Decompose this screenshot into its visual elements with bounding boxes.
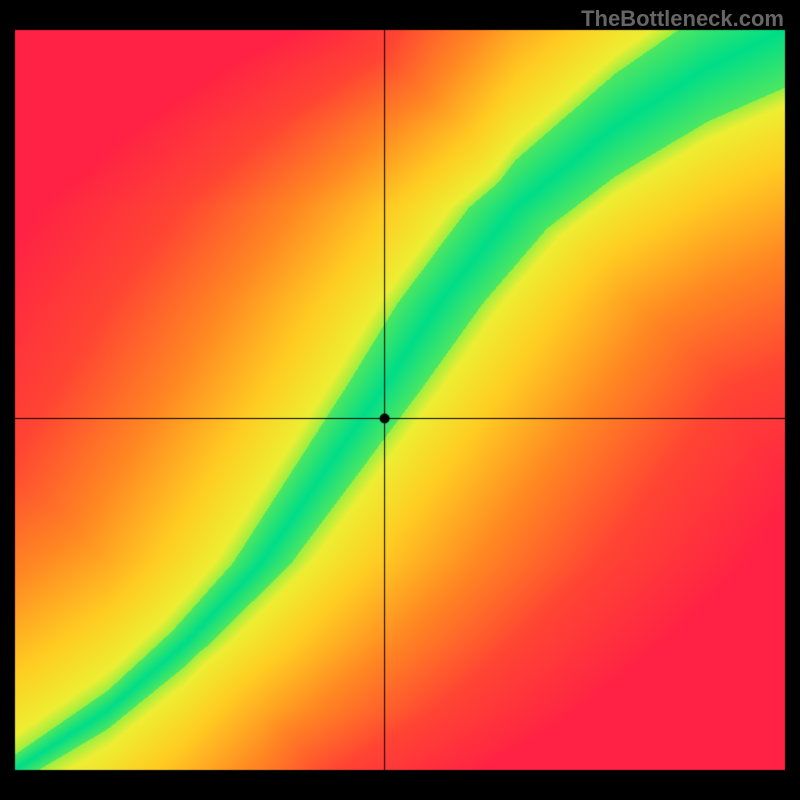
heatmap-canvas [0, 0, 800, 800]
chart-container: TheBottleneck.com [0, 0, 800, 800]
watermark-text: TheBottleneck.com [581, 6, 784, 32]
